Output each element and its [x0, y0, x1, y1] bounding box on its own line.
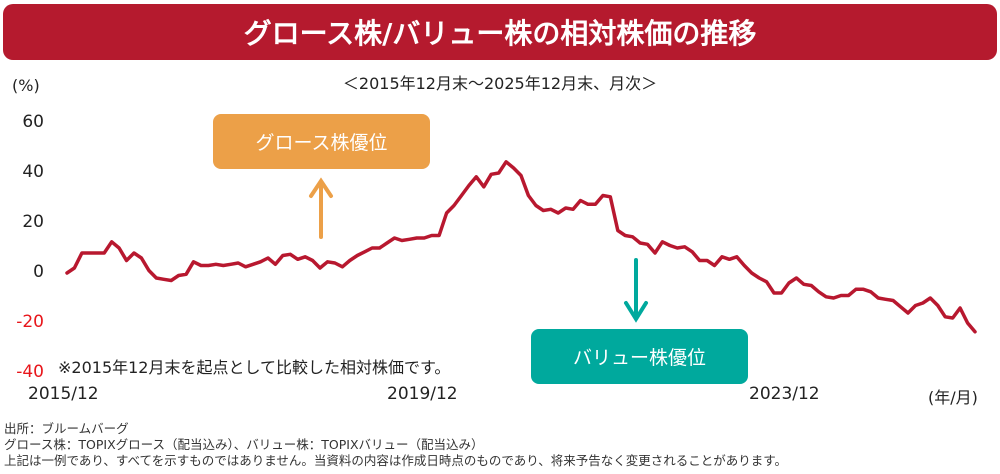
y-tick-neg20: -20 [16, 312, 44, 332]
x-tick-2019-12: 2019/12 [387, 384, 458, 404]
y-axis-unit: (%) [12, 76, 40, 95]
y-tick-0: 0 [33, 262, 44, 282]
definition-text: グロース株：TOPIXグロース（配当込み）、バリュー株：TOPIXバリュー（配当… [4, 437, 484, 452]
x-tick-2023-12: 2023/12 [749, 384, 820, 404]
source-text: 出所：ブルームバーグ [4, 421, 129, 436]
growth-advantage-label: グロース株優位 [255, 132, 388, 154]
relative-price-line [65, 160, 977, 334]
y-tick-neg40: -40 [16, 362, 44, 382]
chart-subtitle: ＜2015年12月末～2025年12月末、月次＞ [342, 74, 658, 93]
down-arrow-icon [624, 258, 648, 323]
value-advantage-label: バリュー株優位 [572, 347, 706, 369]
title-banner: グロース株/バリュー株の相対株価の推移 [3, 4, 997, 60]
chart-note: ※2015年12月末を起点として比較した相対株価です。 [58, 358, 451, 377]
y-tick-60: 60 [22, 112, 44, 132]
x-axis-unit: (年/月) [928, 388, 978, 407]
value-advantage-callout: バリュー株優位 [531, 329, 748, 384]
x-tick-2015-12: 2015/12 [28, 384, 99, 404]
growth-advantage-callout: グロース株優位 [213, 114, 430, 169]
disclaimer-text: 上記は一例であり、すべてを示すものではありません。当資料の内容は作成日時点のもの… [4, 453, 788, 468]
y-tick-40: 40 [22, 162, 44, 182]
up-arrow-icon [309, 177, 333, 239]
y-tick-20: 20 [22, 212, 44, 232]
chart-title: グロース株/バリュー株の相対株価の推移 [243, 17, 757, 50]
